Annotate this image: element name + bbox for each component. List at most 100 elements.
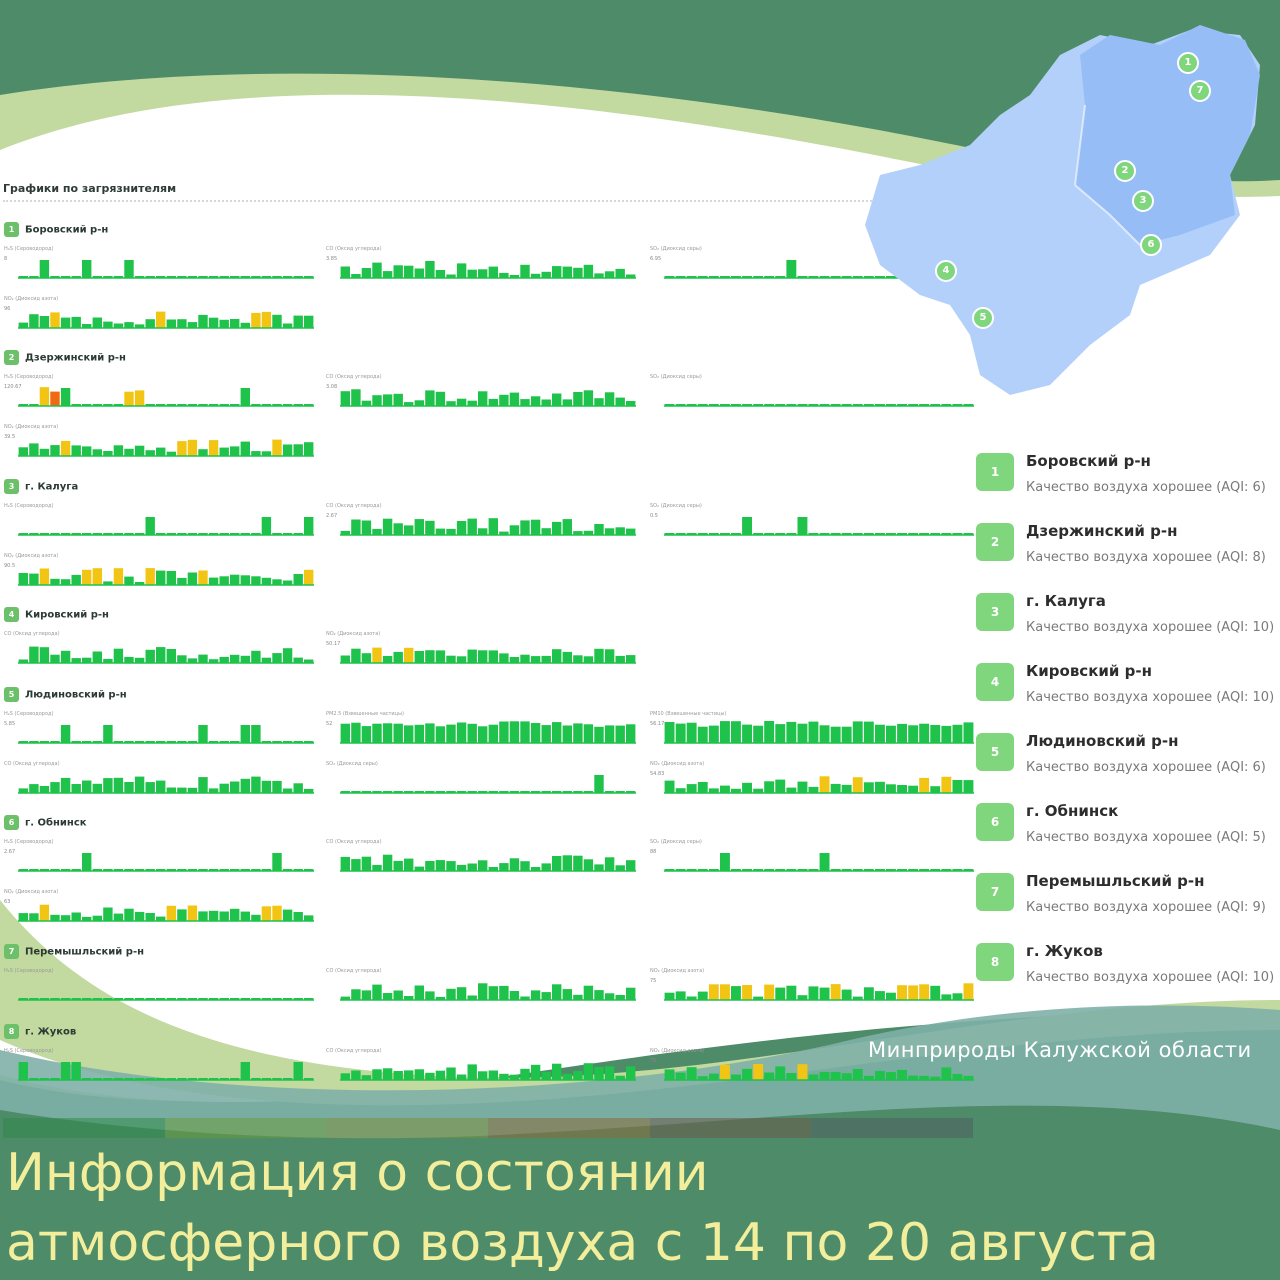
chart-bar (764, 721, 775, 743)
chart-bar (208, 869, 219, 871)
chart-bar (686, 1067, 697, 1080)
chart-bar (92, 449, 102, 456)
chart-bar (177, 869, 187, 871)
chart-bar (509, 525, 520, 535)
chart-bar (304, 869, 314, 871)
chart-bar (187, 404, 198, 406)
chart-label: SO₂ (Диоксид серы) (650, 839, 702, 845)
chart-bar (488, 1070, 498, 1080)
chart-bar (293, 533, 303, 535)
chart-bar (351, 1070, 361, 1080)
chart-bar (50, 533, 60, 535)
chart-bar (92, 568, 102, 585)
chart-bar (82, 324, 92, 328)
chart-bar (382, 791, 393, 793)
legend-item[interactable]: 7 Перемышльский р-н Качество воздуха хор… (976, 868, 1276, 928)
chart-bar (124, 322, 134, 328)
chart-bar (39, 1078, 50, 1080)
legend-status: Качество воздуха хорошее (AQI: 6) (1026, 480, 1266, 495)
chart-bar (552, 521, 562, 535)
chart-bar (198, 314, 208, 328)
chart-bar (742, 985, 752, 1000)
chart-bar (230, 276, 240, 278)
chart-bar (240, 725, 250, 743)
chart-bar (39, 904, 50, 921)
chart-bar (82, 657, 92, 663)
map-pin-6[interactable]: 7 (1189, 80, 1211, 102)
chart-max-value: 88 (650, 849, 657, 855)
chart-bar (963, 404, 974, 406)
chart-bar (304, 659, 314, 663)
chart-bar (930, 786, 941, 793)
map-pin-2[interactable]: 2 (1114, 160, 1136, 182)
chart-label: H₂S (Сероводород) (4, 246, 54, 252)
chart-max-value: 3.08 (326, 384, 338, 390)
chart-bar (219, 576, 229, 585)
chart-bar (604, 993, 615, 1000)
chart-max-value: 6.95 (650, 256, 662, 262)
chart-bar (456, 521, 467, 535)
chart-bar (467, 863, 477, 871)
chart-bar (382, 854, 393, 871)
chart-bar (742, 404, 752, 406)
chart-bar (604, 649, 615, 663)
section-name: Кировский р-н (25, 609, 109, 621)
chart-bar (113, 741, 124, 743)
chart-label: NO₂ (Диоксид азота) (4, 424, 59, 430)
chart-bar (573, 994, 583, 1000)
chart-max-value: 50.17 (326, 641, 341, 647)
legend-item[interactable]: 2 Дзержинский р-н Качество воздуха хорош… (976, 518, 1276, 578)
legend-item[interactable]: 3 г. Калуга Качество воздуха хорошее (AQ… (976, 588, 1276, 648)
chart-bar (764, 984, 775, 1000)
chart-bar (541, 271, 551, 278)
chart-bar (852, 996, 863, 1000)
legend-item[interactable]: 1 Боровский р-н Качество воздуха хорошее… (976, 448, 1276, 508)
chart-bar (720, 404, 730, 406)
chart-bar (764, 1072, 775, 1080)
chart-bar (261, 657, 272, 663)
section-header: 5 Людиновский р-н (4, 687, 127, 702)
chart-bar (808, 986, 819, 1000)
chart-bar (198, 869, 208, 871)
chart-bar (251, 998, 261, 1000)
map-pin-5[interactable]: 5 (972, 307, 994, 329)
legend-item[interactable]: 4 Кировский р-н Качество воздуха хорошее… (976, 658, 1276, 718)
chart-bar (124, 576, 134, 585)
chart-bar (425, 861, 435, 871)
chart-bar (908, 725, 919, 743)
chart-bar (467, 518, 477, 535)
chart-bar (60, 579, 71, 585)
legend-item[interactable]: 6 г. Обнинск Качество воздуха хорошее (A… (976, 798, 1276, 858)
legend-name: Людиновский р-н (1026, 732, 1179, 750)
chart-bar (304, 915, 314, 921)
map-pin-4[interactable]: 4 (935, 260, 957, 282)
chart-bar (282, 909, 293, 921)
chart-bar (382, 723, 393, 743)
chart-bar (230, 574, 240, 585)
chart-bar (219, 911, 229, 921)
chart-bar (852, 721, 863, 743)
chart-bar (134, 390, 145, 406)
chart-bar (952, 993, 963, 1000)
chart-bar (304, 1078, 314, 1080)
legend-item[interactable]: 8 г. Жуков Качество воздуха хорошее (AQI… (976, 938, 1276, 998)
chart-bar (786, 869, 797, 871)
chart-label: H₂S (Сероводород) (4, 374, 54, 380)
legend-status: Качество воздуха хорошее (AQI: 8) (1026, 550, 1266, 565)
chart-max-value: 120.67 (4, 384, 22, 390)
legend-item[interactable]: 5 Людиновский р-н Качество воздуха хорош… (976, 728, 1276, 788)
chart-bar (875, 404, 885, 406)
chart-bar (240, 388, 250, 406)
chart-bar (145, 998, 155, 1000)
chart-bar (908, 404, 919, 406)
chart-bar (594, 1066, 604, 1080)
chart-bar (166, 571, 176, 585)
map-pin-3[interactable]: 3 (1132, 190, 1154, 212)
chart-bar (626, 401, 636, 406)
chart-bar (863, 987, 874, 1000)
headline: Информация о состоянии атмосферного возд… (6, 1138, 1278, 1278)
chart-bar (251, 650, 261, 663)
chart-bar (261, 1078, 272, 1080)
map-pin-7[interactable]: 6 (1140, 234, 1162, 256)
map-pin-1[interactable]: 1 (1177, 52, 1199, 74)
